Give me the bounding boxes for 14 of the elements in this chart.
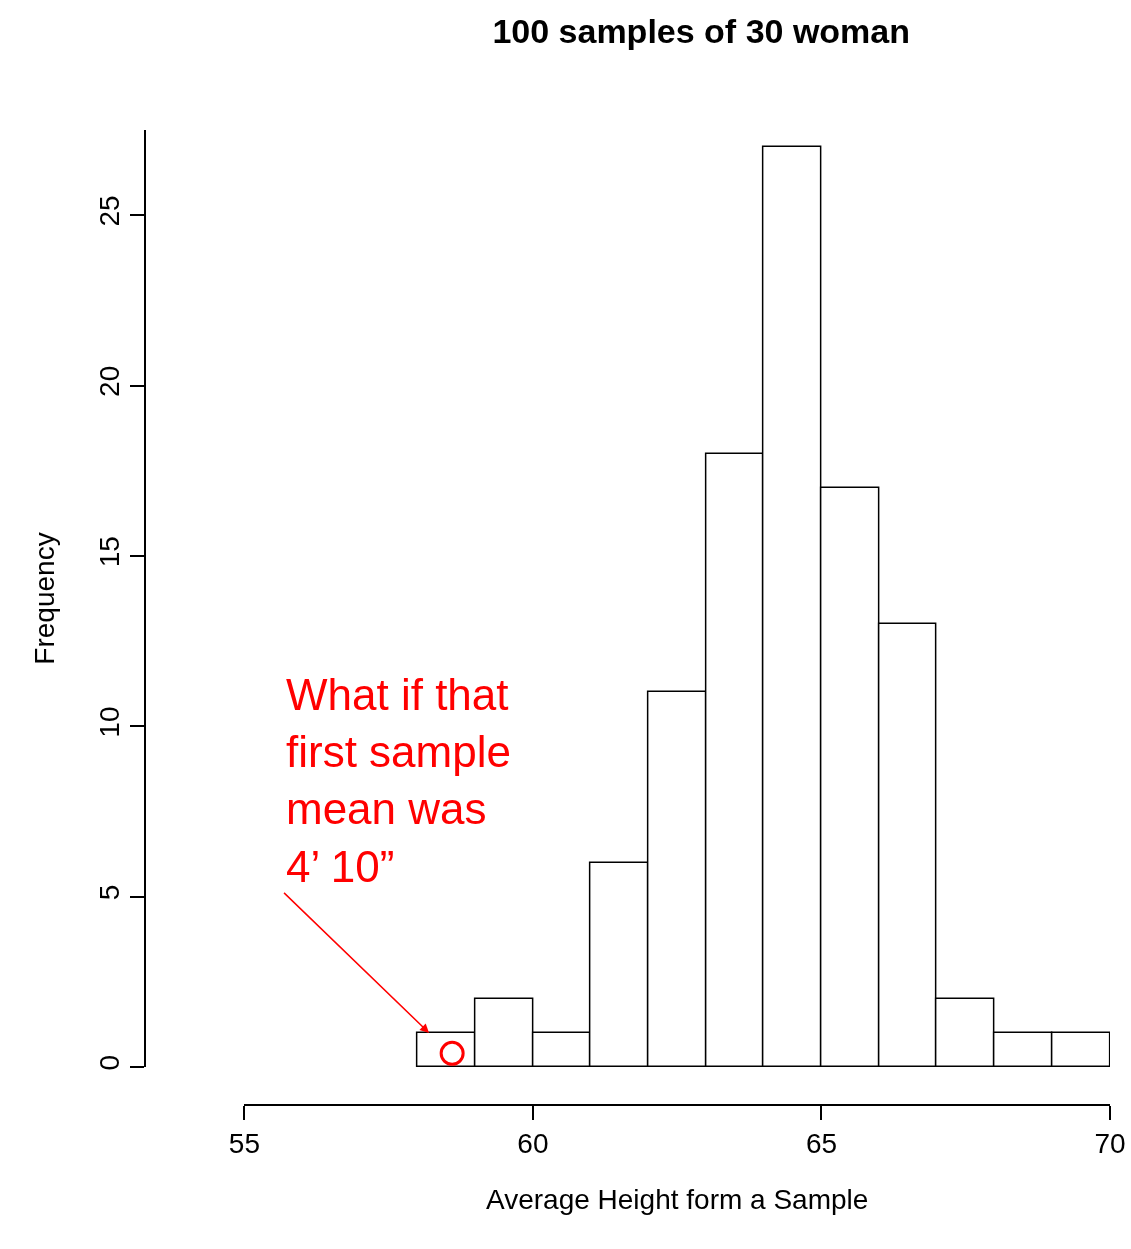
y-tick-label: 10 <box>94 706 126 738</box>
y-tick-label: 20 <box>94 365 126 397</box>
annotation: What if that first sample mean was 4’ 10” <box>286 670 511 891</box>
y-tick-label: 25 <box>94 195 126 227</box>
y-axis-title: Frequency <box>29 532 61 665</box>
y-tick-label: 15 <box>94 536 126 568</box>
x-tick-label: 55 <box>228 1128 260 1160</box>
chart-title: 100 samples of 30 woman <box>492 11 911 50</box>
x-tick-label: 70 <box>1094 1128 1126 1160</box>
x-tick-label: 60 <box>517 1128 549 1160</box>
y-tick-label: 5 <box>94 884 126 901</box>
x-axis-title: Average Height form a Sample <box>486 1183 869 1215</box>
y-tick-label: 0 <box>94 1054 126 1071</box>
x-tick-label: 65 <box>805 1128 838 1160</box>
